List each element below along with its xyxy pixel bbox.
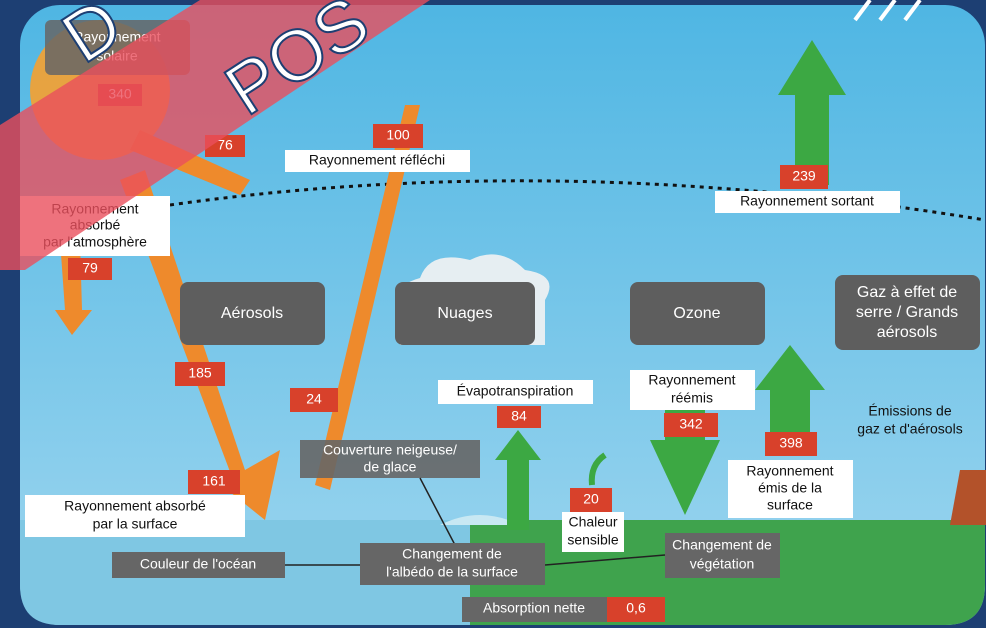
value: 100 (386, 127, 410, 143)
label: Changement de (402, 546, 502, 562)
label: Changement de (672, 537, 772, 553)
label: Rayonnement (648, 372, 735, 388)
value: 239 (792, 168, 816, 184)
label: aérosols (877, 324, 937, 341)
label: Ozone (673, 305, 720, 322)
value: 342 (679, 416, 703, 432)
value: 84 (511, 408, 527, 424)
label: Rayonnement absorbé (64, 498, 206, 514)
label: Rayonnement réfléchi (309, 152, 445, 168)
label: l'albédo de la surface (386, 564, 518, 580)
label: émis de la (758, 480, 822, 496)
value: 24 (306, 391, 322, 407)
page: Rayonnement solaire 340 76 100 Rayonneme… (0, 0, 986, 628)
label: par la surface (93, 516, 178, 532)
value: 161 (202, 473, 226, 489)
label: Couleur de l'océan (140, 556, 256, 572)
label: Gaz à effet de (857, 284, 957, 301)
label: Absorption nette (483, 600, 585, 616)
label: végétation (690, 556, 755, 572)
label: Rayonnement sortant (740, 193, 874, 209)
label: serre / Grands (856, 304, 958, 321)
value: 0,6 (626, 600, 646, 616)
value: 79 (82, 260, 98, 276)
label: surface (767, 497, 813, 513)
label: Chaleur (568, 514, 617, 530)
label: Couverture neigeuse/ (323, 442, 457, 458)
label: réémis (671, 390, 713, 406)
diagram: Rayonnement solaire 340 76 100 Rayonneme… (0, 0, 986, 628)
value: 398 (779, 435, 803, 451)
label: de glace (364, 459, 417, 475)
label: Rayonnement (746, 463, 833, 479)
label: gaz et d'aérosols (857, 421, 962, 437)
label: sensible (567, 532, 619, 548)
label: Évapotranspiration (457, 383, 574, 399)
label: Nuages (437, 305, 492, 322)
value: 20 (583, 491, 599, 507)
label: Émissions de (868, 403, 951, 419)
label: Aérosols (221, 305, 283, 322)
value: 185 (188, 365, 212, 381)
